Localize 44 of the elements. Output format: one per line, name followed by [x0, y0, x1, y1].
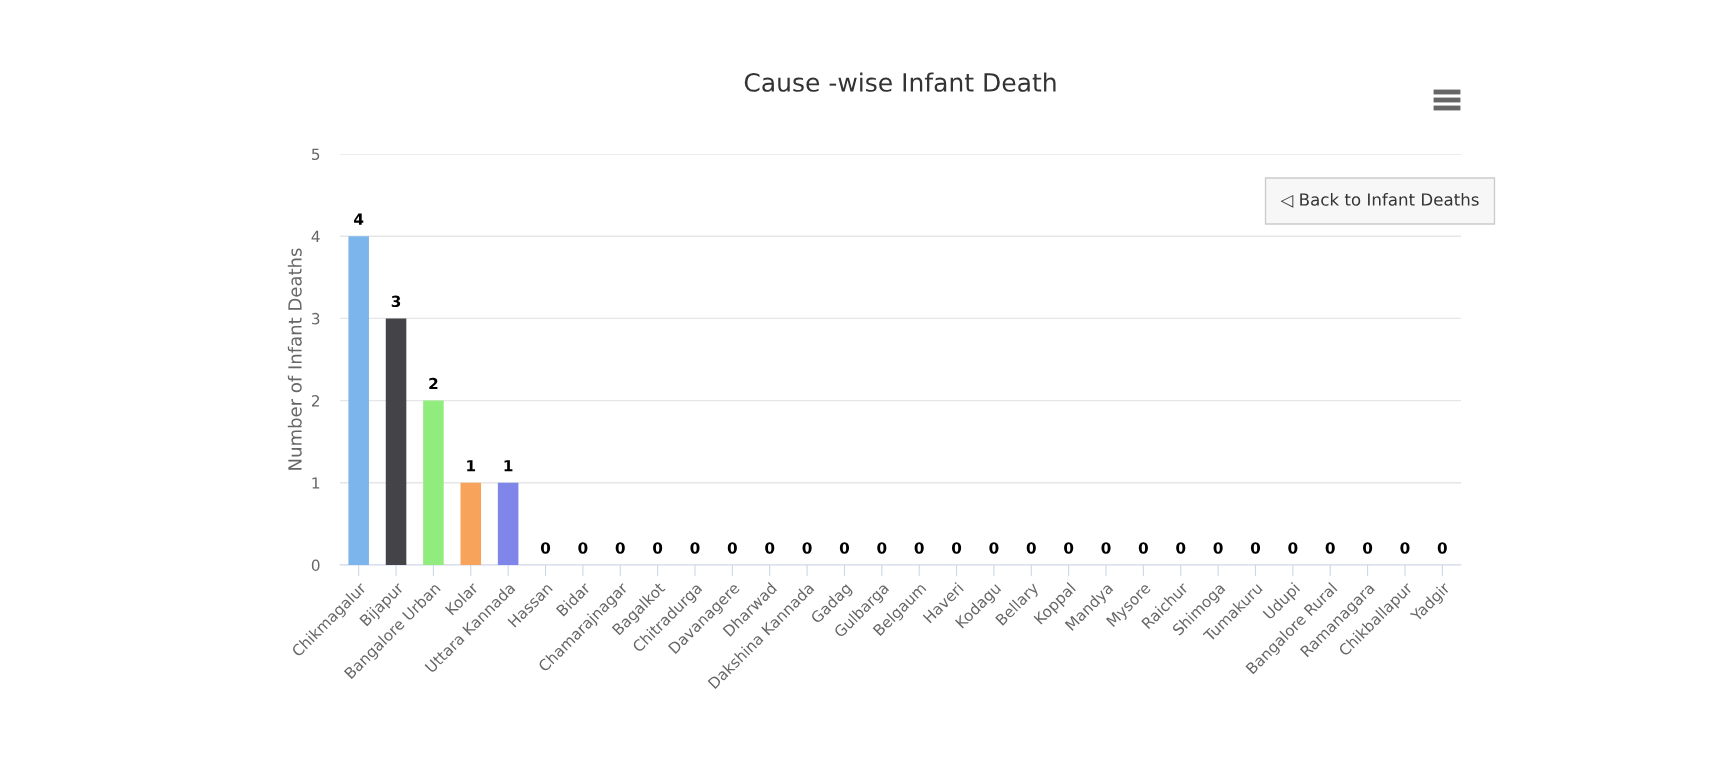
data-label: 0: [1437, 542, 1447, 554]
data-label: 0: [1325, 542, 1335, 554]
data-label: 0: [914, 542, 924, 554]
data-label: 0: [690, 542, 700, 554]
data-label: 0: [615, 542, 625, 554]
chart-title: Cause -wise Infant Death: [744, 72, 1056, 92]
y-axis-title: Number of Infant Deaths: [287, 248, 302, 470]
data-label: 0: [1064, 542, 1074, 554]
data-label: 0: [839, 542, 850, 554]
bar: [423, 400, 444, 565]
data-label: 0: [540, 542, 551, 554]
bar: [385, 318, 407, 565]
data-label: 0: [951, 542, 962, 554]
data-label: 0: [1026, 542, 1036, 554]
data-label: 2: [429, 377, 438, 390]
data-label: 0: [727, 542, 737, 554]
data-label: 0: [1288, 542, 1298, 554]
y-tick-label: 3: [312, 312, 320, 325]
bar: [497, 482, 519, 565]
y-tick-label: 1: [312, 477, 320, 489]
data-label: 4: [354, 213, 364, 225]
data-label: 0: [1138, 542, 1148, 554]
data-label: 0: [578, 542, 588, 554]
data-label: 0: [653, 542, 663, 554]
data-label: 0: [765, 542, 775, 554]
data-label: 0: [877, 542, 887, 554]
data-label: 0: [1363, 542, 1373, 554]
bar: [348, 236, 369, 565]
data-label: 0: [1176, 542, 1186, 554]
annotation: ◁ Back to Infant Deaths: [1280, 192, 1479, 208]
data-label: 0: [802, 542, 812, 554]
data-label: 0: [1101, 542, 1111, 554]
data-label: 0: [1400, 542, 1410, 554]
data-label: 3: [391, 295, 401, 308]
y-tick-label: 2: [311, 395, 320, 407]
data-label: 1: [504, 460, 513, 472]
data-label: 0: [1250, 542, 1261, 554]
data-label: 0: [989, 542, 999, 554]
data-label: 0: [1213, 542, 1223, 554]
y-tick-label: 0: [311, 559, 320, 572]
bar: [460, 482, 482, 565]
y-tick-label: 5: [312, 148, 320, 161]
data-label: 1: [467, 460, 476, 472]
y-tick-label: 4: [311, 230, 320, 242]
